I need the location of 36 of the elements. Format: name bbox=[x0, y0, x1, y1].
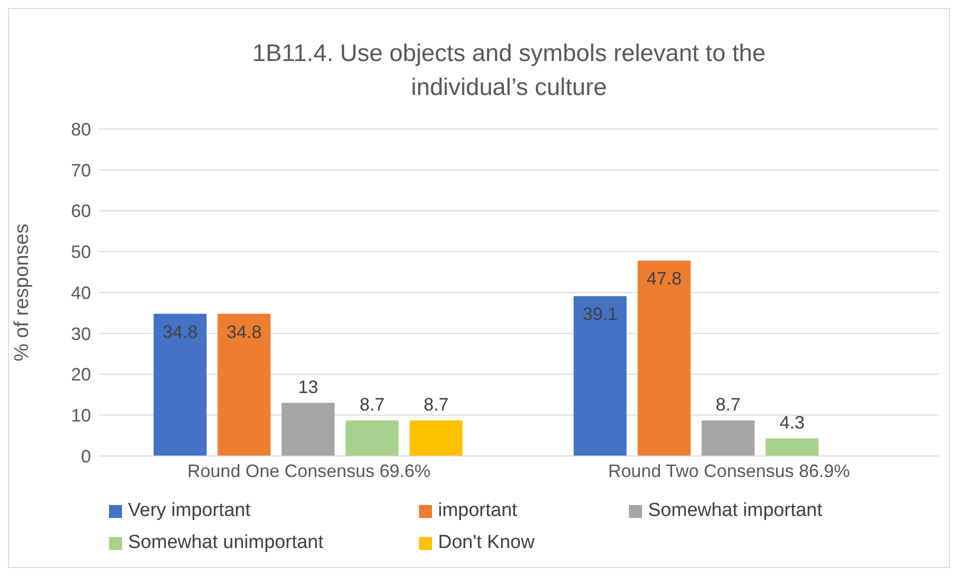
bar bbox=[766, 438, 819, 456]
data-label: 34.8 bbox=[162, 322, 198, 342]
data-label: 47.8 bbox=[646, 268, 682, 289]
x-tick-label: Round Two Consensus 86.9% bbox=[608, 460, 850, 481]
y-tick-label: 30 bbox=[70, 324, 91, 344]
legend-label: important bbox=[437, 500, 518, 522]
legend-label: Somewhat unimportant bbox=[127, 532, 324, 554]
data-label: 34.8 bbox=[226, 322, 262, 342]
y-tick-label: 20 bbox=[70, 364, 91, 385]
y-tick-label: 60 bbox=[70, 201, 91, 222]
legend-label: Somewhat important bbox=[647, 500, 824, 522]
legend-label: Very important bbox=[127, 500, 252, 522]
data-label: 13 bbox=[298, 376, 318, 397]
y-tick-label: 70 bbox=[70, 160, 91, 180]
y-tick-label: 80 bbox=[70, 119, 91, 140]
y-tick-label: 10 bbox=[70, 406, 91, 426]
data-label: 8.7 bbox=[716, 394, 741, 414]
bar bbox=[702, 420, 755, 456]
bar bbox=[638, 260, 691, 456]
data-label: 8.7 bbox=[360, 394, 385, 414]
x-tick-label: Round One Consensus 69.6% bbox=[187, 460, 431, 481]
data-label: 4.3 bbox=[780, 412, 805, 432]
y-tick-label: 50 bbox=[70, 242, 91, 262]
legend-label: Don't Know bbox=[437, 532, 536, 554]
bar bbox=[282, 402, 335, 456]
bar bbox=[410, 420, 463, 456]
data-label: 39.1 bbox=[582, 304, 618, 324]
y-tick-label: 40 bbox=[70, 282, 91, 303]
bar bbox=[218, 314, 271, 456]
bar bbox=[154, 314, 207, 456]
bar bbox=[574, 296, 627, 456]
y-axis-title: % of responses bbox=[11, 224, 34, 362]
bar bbox=[346, 420, 399, 456]
data-label: 8.7 bbox=[424, 394, 449, 414]
chart-title: 1B11.4. Use objects and symbols relevant to the individual’s culture bbox=[251, 39, 767, 103]
y-tick-label: 0 bbox=[80, 446, 91, 466]
